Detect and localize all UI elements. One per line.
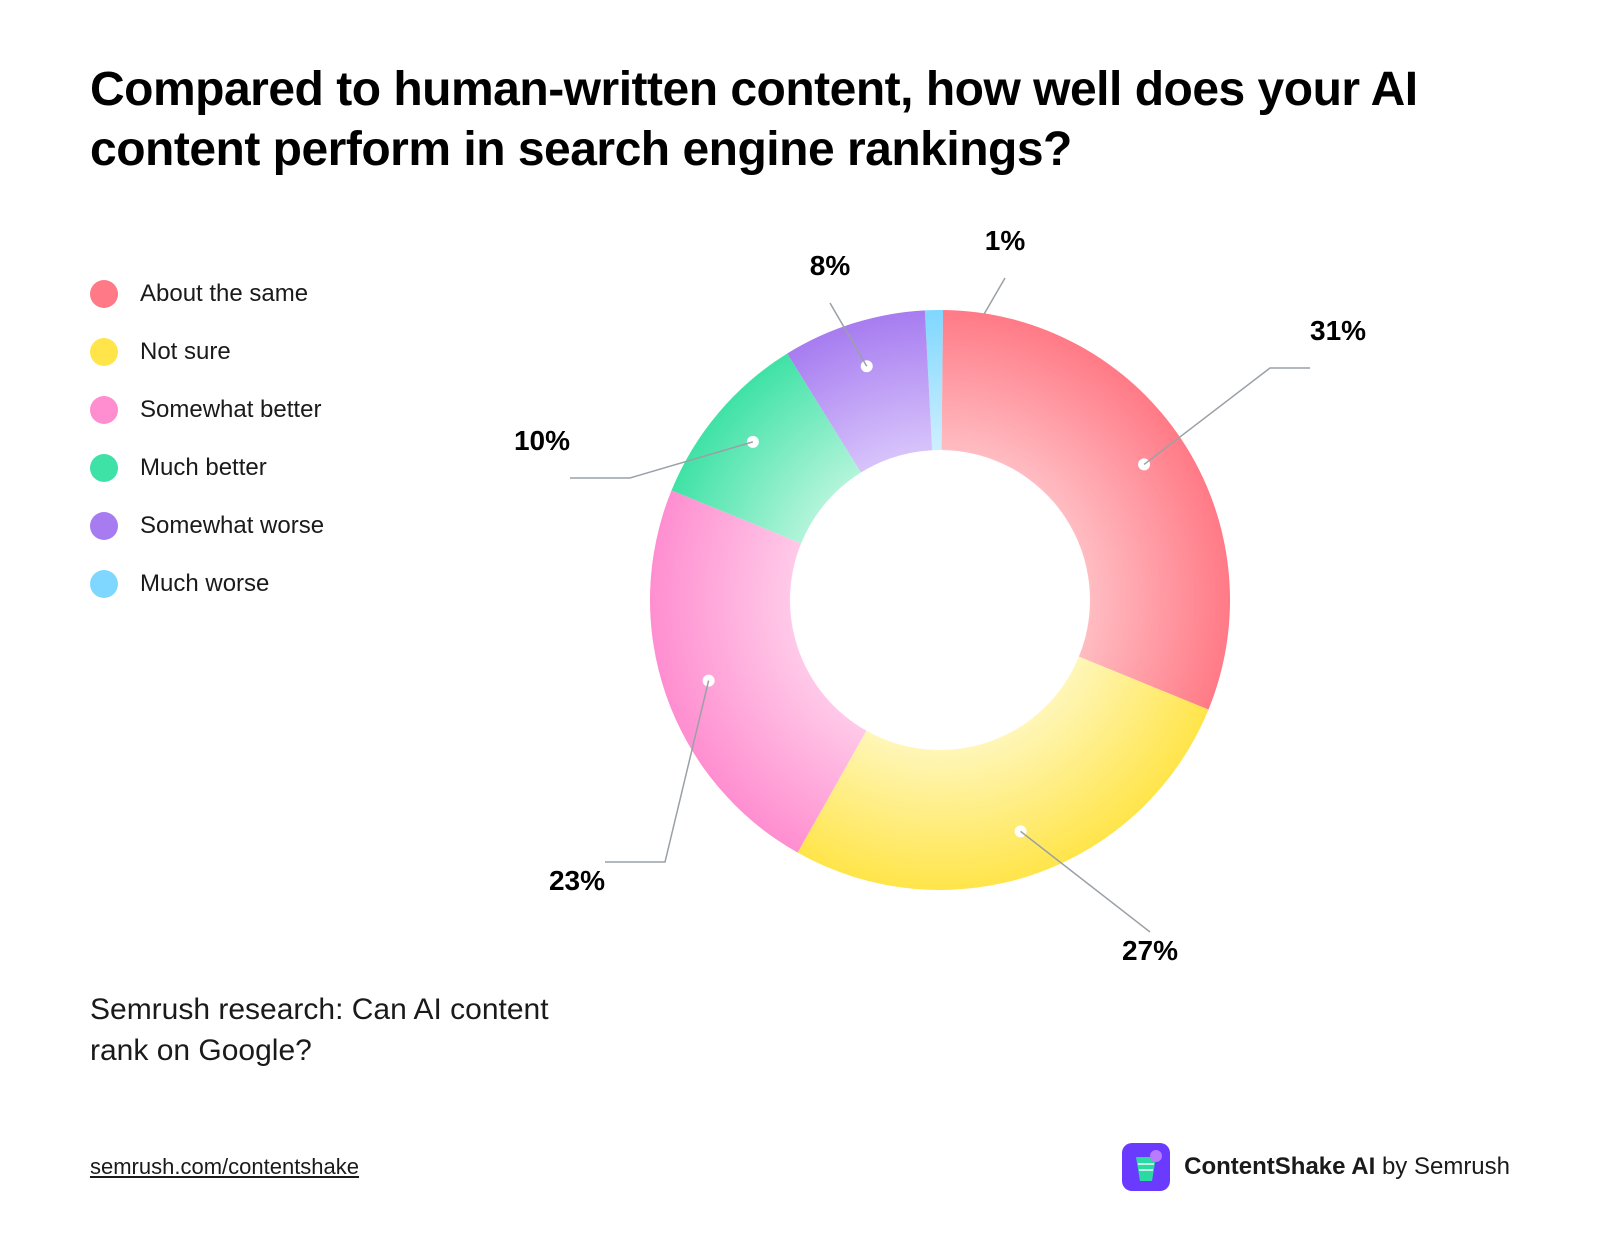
donut-slice — [798, 657, 1209, 890]
brand-icon — [1122, 1143, 1170, 1191]
legend-item: Much worse — [90, 570, 510, 598]
brand-by: by Semrush — [1375, 1153, 1510, 1180]
legend-item: Not sure — [90, 338, 510, 366]
legend-item: Much better — [90, 454, 510, 482]
legend-label: Somewhat worse — [140, 512, 324, 540]
donut-chart: 1% 31% 27% 23% 10% 8% — [510, 220, 1510, 980]
bubble-icon — [1150, 1150, 1162, 1162]
legend-item: Somewhat better — [90, 396, 510, 424]
brand: ContentShake AI by Semrush — [1122, 1143, 1510, 1191]
slice-callout: 10% — [514, 425, 570, 456]
legend: About the same Not sure Somewhat better Muc… — [90, 220, 510, 980]
page-title: Compared to human-written content, how w… — [90, 60, 1510, 180]
footer: semrush.com/contentshake ContentShake AI… — [90, 1143, 1510, 1191]
legend-swatch — [90, 338, 118, 366]
legend-item: About the same — [90, 280, 510, 308]
slice-callout: 31% — [1310, 315, 1366, 346]
legend-label: Much better — [140, 454, 267, 482]
legend-swatch — [90, 454, 118, 482]
slice-dot — [703, 675, 715, 687]
legend-label: Somewhat better — [140, 396, 321, 424]
donut-slice — [942, 310, 1230, 710]
slice-callout: 27% — [1122, 935, 1178, 966]
legend-swatch — [90, 570, 118, 598]
donut-svg: 1% 31% 27% 23% 10% 8% — [510, 220, 1410, 980]
legend-swatch — [90, 280, 118, 308]
legend-label: Much worse — [140, 570, 269, 598]
slice-callout: 8% — [810, 250, 851, 281]
content-row: About the same Not sure Somewhat better Muc… — [90, 220, 1510, 980]
brand-name: ContentShake AI — [1184, 1153, 1375, 1180]
legend-swatch — [90, 512, 118, 540]
footer-link[interactable]: semrush.com/contentshake — [90, 1154, 359, 1180]
slice-callout: 1% — [985, 225, 1026, 256]
slice-callout: 23% — [549, 865, 605, 896]
legend-label: About the same — [140, 280, 308, 308]
legend-item: Somewhat worse — [90, 512, 510, 540]
subtitle: Semrush research: Can AI content rank on… — [90, 990, 590, 1071]
brand-text: ContentShake AI by Semrush — [1184, 1153, 1510, 1181]
legend-label: Not sure — [140, 338, 231, 366]
legend-swatch — [90, 396, 118, 424]
slice-dot — [747, 436, 759, 448]
